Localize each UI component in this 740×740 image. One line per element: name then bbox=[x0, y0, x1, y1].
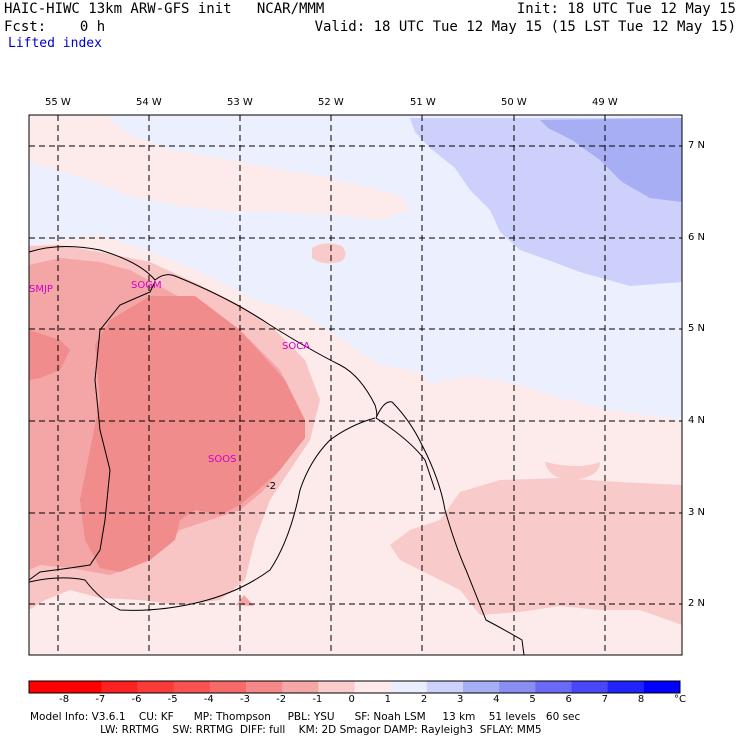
init-time: Init: 18 UTC Tue 12 May 15 bbox=[516, 1, 736, 17]
colorbar-swatch bbox=[499, 681, 536, 693]
colorbar-tick-label: 2 bbox=[420, 694, 428, 705]
lon-label: 54 W bbox=[136, 97, 162, 108]
colorbar-tick-label: 4 bbox=[493, 694, 500, 705]
model-info-line2: LW: RRTMG SW: RRTMG DIFF: full KM: 2D Sm… bbox=[30, 724, 542, 736]
colorbar-tick-label: 1 bbox=[384, 694, 392, 705]
lifted-index-minus3-patch bbox=[29, 330, 70, 380]
map-fill bbox=[29, 115, 682, 655]
colorbar-swatch bbox=[354, 681, 392, 693]
colorbar-swatch bbox=[643, 681, 681, 693]
lon-label: 52 W bbox=[318, 97, 344, 108]
pink-band-north bbox=[29, 115, 410, 220]
pink-patch bbox=[312, 243, 346, 264]
colorbar-tick-label: -5 bbox=[167, 694, 178, 705]
colorbar-tick-label: -1 bbox=[312, 694, 323, 705]
lifted-index-minus3-core bbox=[80, 296, 305, 572]
colorbar-tick-label: 5 bbox=[529, 694, 536, 705]
lon-label: 53 W bbox=[227, 97, 253, 108]
lat-label: 3 N bbox=[688, 507, 706, 518]
lon-label: 49 W bbox=[592, 97, 618, 108]
colorbar-swatch bbox=[101, 681, 138, 693]
colorbar-tick-label: 8 bbox=[637, 694, 645, 705]
pink-region-southeast bbox=[390, 478, 682, 625]
lat-label: 7 N bbox=[688, 140, 706, 151]
lon-label: 51 W bbox=[410, 97, 436, 108]
dark-blue-region bbox=[540, 118, 682, 202]
colorbar-tick-label: 0 bbox=[348, 694, 355, 705]
colorbar-tick-label: 7 bbox=[601, 694, 609, 705]
colorbar-swatch bbox=[390, 681, 428, 693]
lat-label: 5 N bbox=[688, 323, 706, 334]
colorbar-tick-label: -8 bbox=[59, 694, 70, 705]
colorbar-tick-label: -3 bbox=[240, 694, 250, 705]
colorbar-swatch bbox=[463, 681, 500, 693]
colorbar-tick-label: 3 bbox=[457, 694, 464, 705]
colorbar-swatch bbox=[137, 681, 175, 693]
colorbar bbox=[29, 681, 681, 693]
colorbar-unit: °C bbox=[674, 694, 686, 705]
pink-triangle bbox=[236, 595, 254, 606]
lat-label: 6 N bbox=[688, 232, 706, 243]
colorbar-tick-label: -6 bbox=[131, 694, 142, 705]
colorbar-swatch bbox=[607, 681, 645, 693]
pink-patch-small bbox=[545, 462, 600, 480]
colorbar-tick-label: -4 bbox=[203, 694, 214, 705]
colorbar-swatch bbox=[318, 681, 355, 693]
colorbar-swatch bbox=[246, 681, 283, 693]
station-label-soca: SOCA bbox=[282, 341, 310, 352]
valid-time: Valid: 18 UTC Tue 12 May 15 (15 LST Tue … bbox=[314, 19, 736, 35]
lat-label: 2 N bbox=[688, 598, 706, 609]
colorbar-swatch bbox=[29, 681, 66, 693]
colorbar-tick-label: -2 bbox=[276, 694, 287, 705]
contour-label: -2 bbox=[266, 481, 276, 492]
field-name: Lifted index bbox=[8, 36, 102, 51]
map-frame bbox=[28, 114, 683, 656]
graticule bbox=[29, 115, 682, 655]
colorbar-swatch bbox=[209, 681, 247, 693]
lon-label: 55 W bbox=[45, 97, 71, 108]
colorbar-swatch bbox=[65, 681, 102, 693]
colorbar-tick-label: 6 bbox=[565, 694, 572, 705]
colorbar-swatch bbox=[571, 681, 609, 693]
model-title: HAIC-HIWC 13km ARW-GFS init NCAR/MMM bbox=[4, 1, 325, 17]
colorbar-swatch bbox=[173, 681, 211, 693]
forecast-hour: Fcst: 0 h bbox=[4, 19, 106, 35]
station-label-sogm: SOGM bbox=[131, 280, 162, 291]
station-label-soos: SOOS bbox=[208, 454, 236, 465]
model-info-line1: Model Info: V3.6.1 CU: KF MP: Thompson P… bbox=[30, 711, 581, 723]
colorbar-tick-label: -7 bbox=[95, 694, 106, 705]
colorbar-swatch bbox=[282, 681, 319, 693]
colorbar-swatch bbox=[426, 681, 464, 693]
colorbar-swatch bbox=[535, 681, 572, 693]
station-label-smjp: SMJP bbox=[29, 284, 53, 295]
colorbar-frame bbox=[28, 680, 681, 694]
lat-label: 4 N bbox=[688, 415, 706, 426]
coastline bbox=[28, 245, 525, 656]
lon-label: 50 W bbox=[501, 97, 527, 108]
